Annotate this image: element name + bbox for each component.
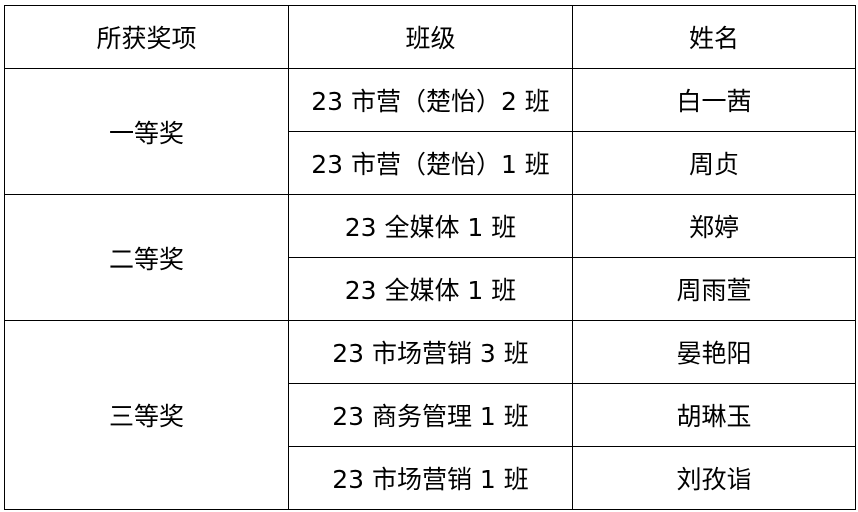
name-cell: 胡琳玉	[572, 383, 856, 447]
name-cell: 刘孜诣	[572, 446, 856, 510]
table-row: 一等奖 23 市营（楚怡）2 班 白一茜	[4, 68, 856, 195]
name-cell: 晏艳阳	[572, 320, 856, 384]
table-row: 23 市营（楚怡）1 班 周贞	[5, 131, 856, 195]
class-cell: 23 市场营销 3 班	[288, 320, 573, 384]
table-row: 23 市场营销 1 班 刘孜诣	[5, 446, 856, 510]
table-row: 23 商务管理 1 班 胡琳玉	[5, 383, 856, 447]
award-cell: 一等奖	[4, 68, 289, 195]
table-row: 三等奖 23 市场营销 3 班 晏艳阳	[4, 320, 856, 510]
table-row: 二等奖 23 全媒体 1 班 郑婷	[4, 194, 856, 321]
class-cell: 23 商务管理 1 班	[288, 383, 573, 447]
header-award: 所获奖项	[4, 5, 289, 69]
awards-table: 所获奖项 班级 姓名 一等奖 23 市营（楚怡）2 班 白一茜 23 市营（楚怡…	[4, 5, 856, 510]
name-cell: 周雨萱	[572, 257, 856, 321]
header-class: 班级	[288, 5, 573, 69]
header-name: 姓名	[572, 5, 856, 69]
name-cell: 白一茜	[572, 68, 856, 132]
class-cell: 23 全媒体 1 班	[288, 257, 573, 321]
name-cell: 周贞	[572, 131, 856, 195]
class-cell: 23 市营（楚怡）1 班	[288, 131, 573, 195]
class-cell: 23 市营（楚怡）2 班	[288, 68, 573, 132]
class-cell: 23 市场营销 1 班	[288, 446, 573, 510]
name-cell: 郑婷	[572, 194, 856, 258]
class-cell: 23 全媒体 1 班	[288, 194, 573, 258]
award-cell: 二等奖	[4, 194, 289, 321]
award-cell: 三等奖	[4, 320, 289, 510]
header-row: 所获奖项 班级 姓名	[4, 5, 856, 69]
